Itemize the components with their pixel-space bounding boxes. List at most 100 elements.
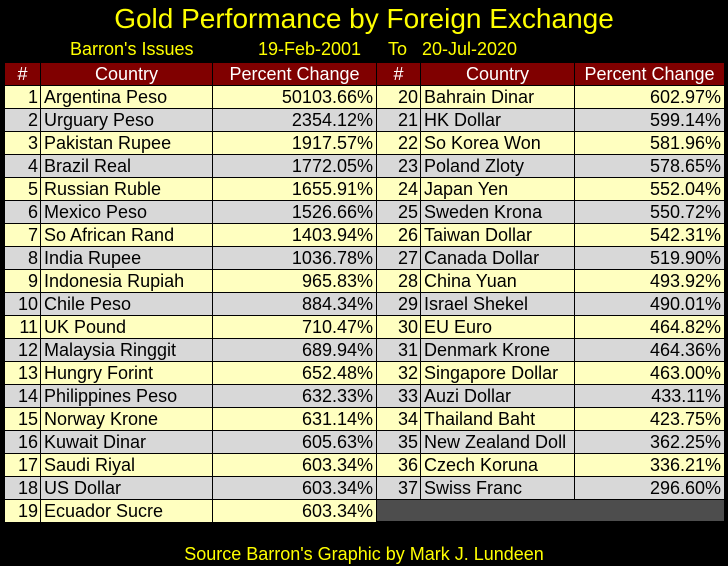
- table-row: 9 Indonesia Rupiah 965.83%: [4, 269, 377, 293]
- country-cell: So Korea Won: [420, 131, 575, 155]
- source-footer: Source Barron's Graphic by Mark J. Lunde…: [184, 544, 544, 564]
- table-row: 34 Thailand Baht 423.75%: [376, 407, 725, 431]
- percent-change-cell: 336.21%: [574, 453, 725, 477]
- percent-change-cell: 490.01%: [574, 292, 725, 316]
- table-row: 7 So African Rand 1403.94%: [4, 223, 377, 247]
- percent-change-cell: 1917.57%: [212, 131, 377, 155]
- table-row: 30 EU Euro 464.82%: [376, 315, 725, 339]
- header-rank: #: [376, 62, 421, 86]
- table-row: 27 Canada Dollar 519.90%: [376, 246, 725, 270]
- rank-cell: 34: [376, 407, 421, 431]
- percent-change-cell: 1403.94%: [212, 223, 377, 247]
- table-row-empty: [376, 499, 725, 522]
- table-row: 36 Czech Koruna 336.21%: [376, 453, 725, 477]
- rank-cell: 11: [4, 315, 41, 339]
- country-cell: HK Dollar: [420, 108, 575, 132]
- table-row: 26 Taiwan Dollar 542.31%: [376, 223, 725, 247]
- country-cell: Japan Yen: [420, 177, 575, 201]
- rank-cell: 14: [4, 384, 41, 408]
- right-table-body: 20 Bahrain Dinar 602.97% 21 HK Dollar 599.14%…: [376, 85, 725, 522]
- table-row: 19 Ecuador Sucre 603.34%: [4, 499, 377, 523]
- table-row: 6 Mexico Peso 1526.66%: [4, 200, 377, 224]
- percent-change-cell: 599.14%: [574, 108, 725, 132]
- rank-cell: 23: [376, 154, 421, 178]
- table-row: 8 India Rupee 1036.78%: [4, 246, 377, 270]
- percent-change-cell: 578.65%: [574, 154, 725, 178]
- table-row: 14 Philippines Peso 632.33%: [4, 384, 377, 408]
- percent-change-cell: 464.82%: [574, 315, 725, 339]
- percent-change-cell: 602.97%: [574, 85, 725, 109]
- country-cell: EU Euro: [420, 315, 575, 339]
- rank-cell: 15: [4, 407, 41, 431]
- table-row: 32 Singapore Dollar 463.00%: [376, 361, 725, 385]
- rank-cell: 27: [376, 246, 421, 270]
- percent-change-cell: 965.83%: [212, 269, 377, 293]
- country-cell: Mexico Peso: [40, 200, 213, 224]
- percent-change-cell: 581.96%: [574, 131, 725, 155]
- percent-change-cell: 50103.66%: [212, 85, 377, 109]
- country-cell: Auzi Dollar: [420, 384, 575, 408]
- rank-cell: 17: [4, 453, 41, 477]
- rank-cell: 20: [376, 85, 421, 109]
- table-row: 28 China Yuan 493.92%: [376, 269, 725, 293]
- country-cell: Argentina Peso: [40, 85, 213, 109]
- rank-cell: 16: [4, 430, 41, 454]
- country-cell: Czech Koruna: [420, 453, 575, 477]
- rank-cell: 32: [376, 361, 421, 385]
- table-row: 17 Saudi Riyal 603.34%: [4, 453, 377, 477]
- country-cell: UK Pound: [40, 315, 213, 339]
- percent-change-cell: 423.75%: [574, 407, 725, 431]
- country-cell: Pakistan Rupee: [40, 131, 213, 155]
- rank-cell: 33: [376, 384, 421, 408]
- table-row: 13 Hungry Forint 652.48%: [4, 361, 377, 385]
- percent-change-cell: 632.33%: [212, 384, 377, 408]
- left-table: # Country Percent Change 1 Argentina Peso…: [4, 62, 377, 523]
- rank-cell: 4: [4, 154, 41, 178]
- country-cell: New Zealand Doll: [420, 430, 575, 454]
- percent-change-cell: 463.00%: [574, 361, 725, 385]
- table-row: 35 New Zealand Doll 362.25%: [376, 430, 725, 454]
- country-cell: So African Rand: [40, 223, 213, 247]
- header-percent-change: Percent Change: [212, 62, 377, 86]
- percent-change-cell: 550.72%: [574, 200, 725, 224]
- percent-change-cell: 1772.05%: [212, 154, 377, 178]
- table-row: 24 Japan Yen 552.04%: [376, 177, 725, 201]
- country-cell: Singapore Dollar: [420, 361, 575, 385]
- subtitle-end-date: 20-Jul-2020: [422, 39, 518, 59]
- percent-change-cell: 710.47%: [212, 315, 377, 339]
- table-row: 10 Chile Peso 884.34%: [4, 292, 377, 316]
- country-cell: Bahrain Dinar: [420, 85, 575, 109]
- country-cell: Philippines Peso: [40, 384, 213, 408]
- percent-change-cell: 493.92%: [574, 269, 725, 293]
- percent-change-cell: 2354.12%: [212, 108, 377, 132]
- rank-cell: 36: [376, 453, 421, 477]
- country-cell: Saudi Riyal: [40, 453, 213, 477]
- percent-change-cell: 652.48%: [212, 361, 377, 385]
- table-row: 5 Russian Ruble 1655.91%: [4, 177, 377, 201]
- table-row: 2 Urguary Peso 2354.12%: [4, 108, 377, 132]
- subtitle-to: To: [388, 39, 408, 59]
- rank-cell: 30: [376, 315, 421, 339]
- rank-cell: 28: [376, 269, 421, 293]
- rank-cell: 26: [376, 223, 421, 247]
- country-cell: Canada Dollar: [420, 246, 575, 270]
- table-row: 11 UK Pound 710.47%: [4, 315, 377, 339]
- rank-cell: 3: [4, 131, 41, 155]
- country-cell: Taiwan Dollar: [420, 223, 575, 247]
- rank-cell: 18: [4, 476, 41, 500]
- rank-cell: 8: [4, 246, 41, 270]
- header-country: Country: [420, 62, 575, 86]
- country-cell: Israel Shekel: [420, 292, 575, 316]
- country-cell: Russian Ruble: [40, 177, 213, 201]
- percent-change-cell: 296.60%: [574, 476, 725, 500]
- country-cell: Kuwait Dinar: [40, 430, 213, 454]
- rank-cell: 5: [4, 177, 41, 201]
- percent-change-cell: 1526.66%: [212, 200, 377, 224]
- table-row: 20 Bahrain Dinar 602.97%: [376, 85, 725, 109]
- right-table: # Country Percent Change 20 Bahrain Dinar…: [376, 62, 725, 522]
- table-row: 15 Norway Krone 631.14%: [4, 407, 377, 431]
- table-row: 16 Kuwait Dinar 605.63%: [4, 430, 377, 454]
- rank-cell: 29: [376, 292, 421, 316]
- rank-cell: 10: [4, 292, 41, 316]
- table-row: 12 Malaysia Ringgit 689.94%: [4, 338, 377, 362]
